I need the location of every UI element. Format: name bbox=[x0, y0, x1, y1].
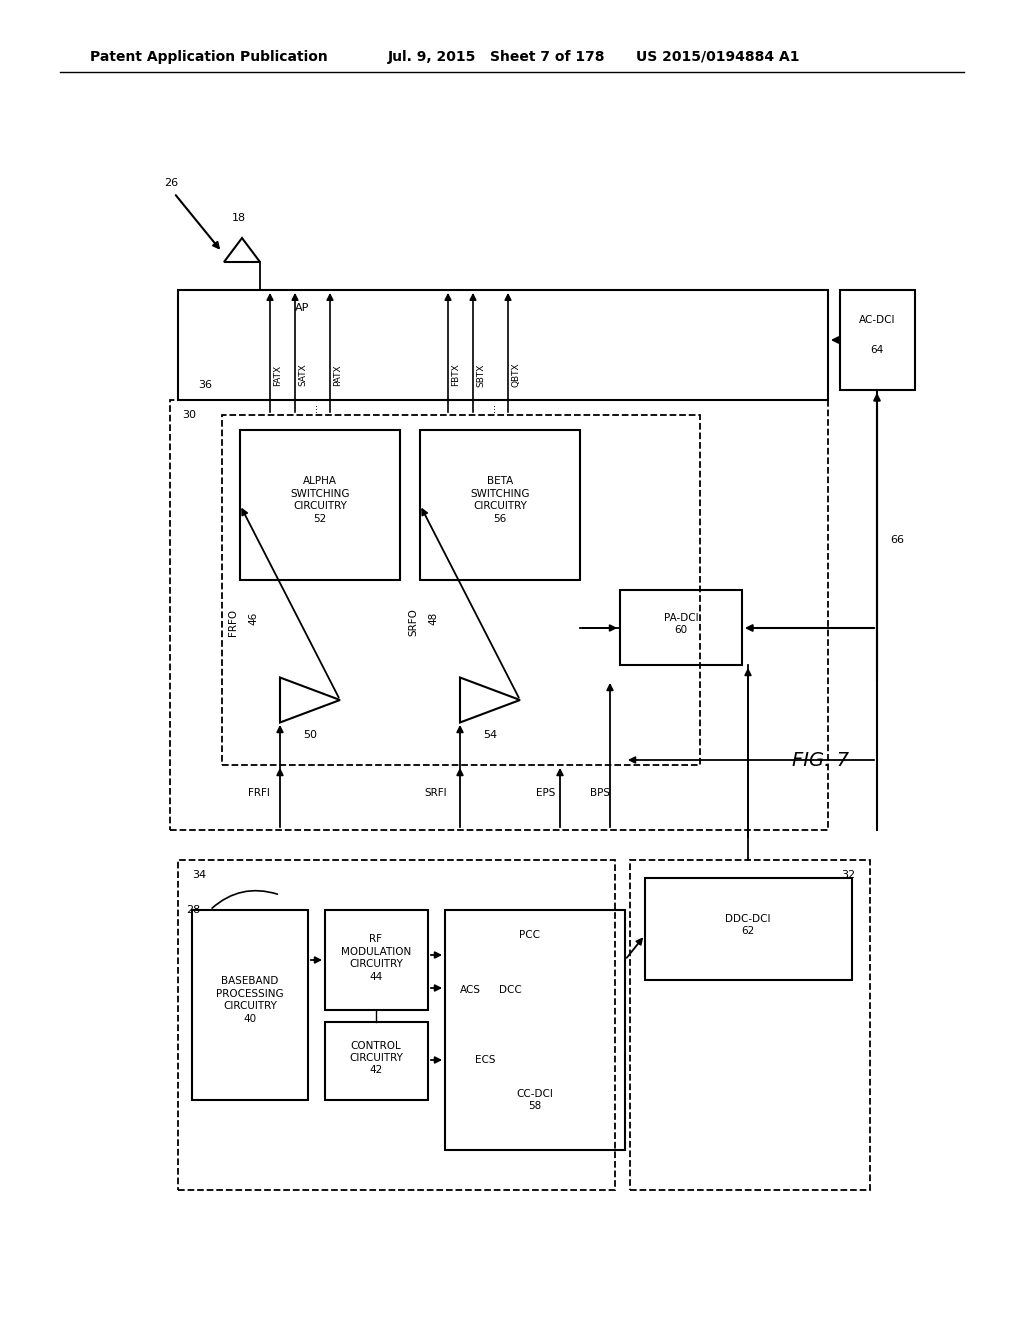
Text: BPS: BPS bbox=[590, 788, 610, 799]
Bar bbox=[325, 1022, 428, 1100]
Text: BETA
SWITCHING
CIRCUITRY
56: BETA SWITCHING CIRCUITRY 56 bbox=[470, 477, 529, 524]
Bar bbox=[645, 878, 852, 979]
Text: EPS: EPS bbox=[536, 788, 555, 799]
Text: ...: ... bbox=[309, 404, 319, 412]
Text: 48: 48 bbox=[428, 611, 438, 624]
Text: PATX: PATX bbox=[333, 364, 342, 385]
Text: 18: 18 bbox=[232, 213, 246, 223]
Bar bbox=[178, 861, 615, 1191]
Text: 26: 26 bbox=[164, 178, 178, 187]
Bar bbox=[620, 590, 742, 665]
Text: 28: 28 bbox=[186, 906, 201, 915]
Text: FRFI: FRFI bbox=[248, 788, 270, 799]
Text: CC-DCI
58: CC-DCI 58 bbox=[516, 1089, 553, 1111]
Text: 36: 36 bbox=[198, 380, 212, 389]
Text: Jul. 9, 2015   Sheet 7 of 178: Jul. 9, 2015 Sheet 7 of 178 bbox=[388, 50, 605, 63]
Text: PCC: PCC bbox=[519, 931, 541, 940]
Bar bbox=[840, 290, 915, 389]
Text: 54: 54 bbox=[483, 730, 497, 741]
Bar bbox=[222, 414, 700, 766]
Text: FRFO: FRFO bbox=[228, 609, 238, 635]
Text: 34: 34 bbox=[193, 870, 206, 880]
Text: 66: 66 bbox=[890, 535, 904, 545]
Bar bbox=[240, 430, 400, 579]
Text: PA-DCI
60: PA-DCI 60 bbox=[664, 612, 698, 635]
Text: SATX: SATX bbox=[298, 363, 307, 387]
Text: 32: 32 bbox=[841, 870, 855, 880]
Bar bbox=[193, 909, 308, 1100]
Text: DDC-DCI
62: DDC-DCI 62 bbox=[725, 913, 771, 936]
Text: SBTX: SBTX bbox=[476, 363, 485, 387]
Text: ...: ... bbox=[487, 404, 497, 412]
Bar bbox=[630, 861, 870, 1191]
Text: DCC: DCC bbox=[499, 985, 521, 995]
Text: Patent Application Publication: Patent Application Publication bbox=[90, 50, 328, 63]
Bar bbox=[325, 909, 428, 1010]
Text: 30: 30 bbox=[182, 411, 196, 420]
Text: QBTX: QBTX bbox=[511, 363, 520, 387]
Text: BASEBAND
PROCESSING
CIRCUITRY
40: BASEBAND PROCESSING CIRCUITRY 40 bbox=[216, 977, 284, 1023]
Bar bbox=[420, 430, 580, 579]
Text: US 2015/0194884 A1: US 2015/0194884 A1 bbox=[636, 50, 800, 63]
Bar bbox=[178, 290, 828, 400]
Bar bbox=[445, 909, 625, 1150]
Text: FIG. 7: FIG. 7 bbox=[792, 751, 849, 770]
Text: CONTROL
CIRCUITRY
42: CONTROL CIRCUITRY 42 bbox=[349, 1040, 402, 1076]
Text: AC-DCI: AC-DCI bbox=[859, 315, 895, 325]
Text: FBTX: FBTX bbox=[451, 363, 460, 387]
Text: 46: 46 bbox=[248, 611, 258, 624]
Text: ACS: ACS bbox=[460, 985, 480, 995]
Text: ALPHA
SWITCHING
CIRCUITRY
52: ALPHA SWITCHING CIRCUITRY 52 bbox=[290, 477, 350, 524]
Text: 50: 50 bbox=[303, 730, 317, 741]
Bar bbox=[170, 400, 828, 830]
Text: FATX: FATX bbox=[273, 364, 282, 385]
Text: AP: AP bbox=[295, 304, 309, 313]
Text: 64: 64 bbox=[870, 345, 884, 355]
Text: RF
MODULATION
CIRCUITRY
44: RF MODULATION CIRCUITRY 44 bbox=[341, 935, 411, 982]
Text: SRFO: SRFO bbox=[408, 609, 418, 636]
Text: ECS: ECS bbox=[475, 1055, 496, 1065]
Text: SRFI: SRFI bbox=[424, 788, 446, 799]
